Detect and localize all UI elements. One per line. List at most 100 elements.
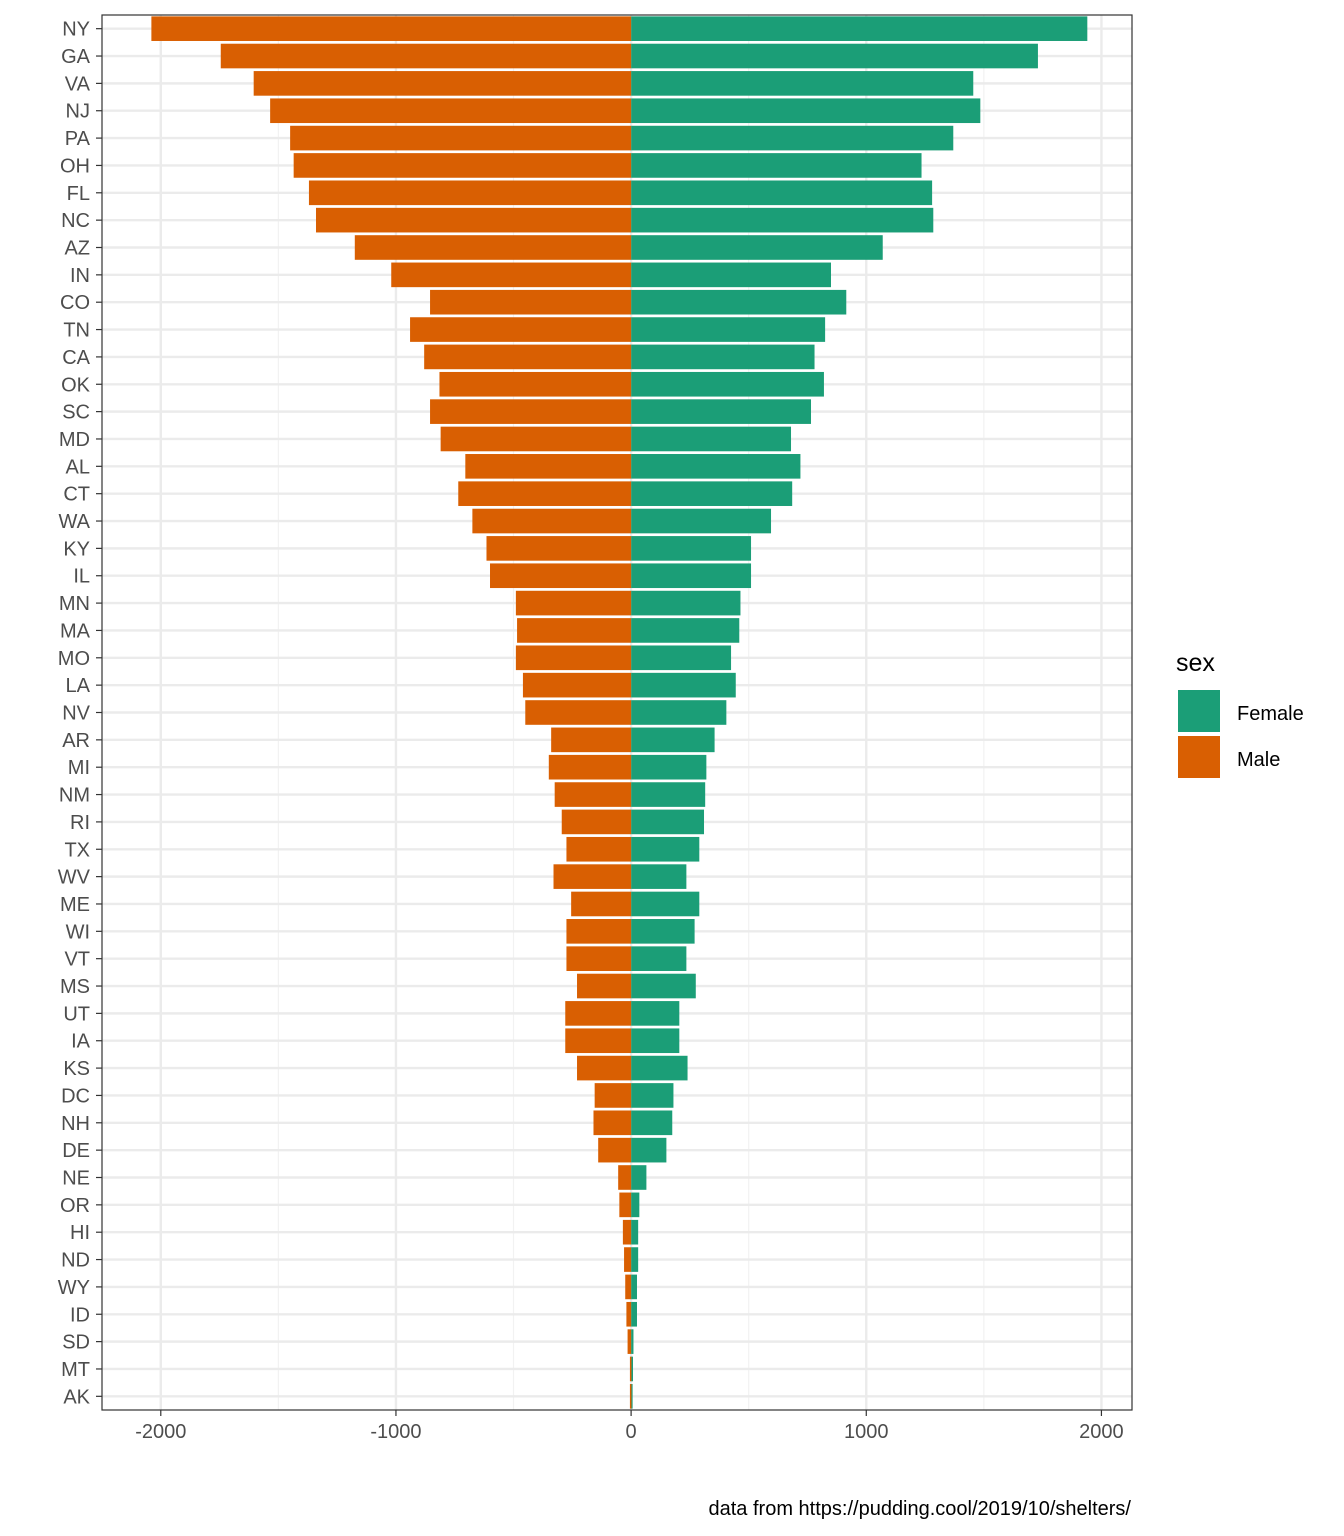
bar-male-ga xyxy=(220,43,632,69)
y-tick-label-nh: NH xyxy=(61,1113,90,1135)
bar-female-ga xyxy=(631,43,1038,69)
bar-female-tx xyxy=(631,836,700,862)
bar-female-in xyxy=(631,262,831,288)
y-tick-label-nv: NV xyxy=(62,703,90,725)
y-tick-label-ar: AR xyxy=(62,730,90,752)
bar-male-az xyxy=(354,235,632,260)
y-tick-label-wv: WV xyxy=(58,867,91,889)
bar-male-ri xyxy=(561,809,632,835)
chart-caption: data from https://pudding.cool/2019/10/s… xyxy=(709,1498,1132,1520)
x-tick-label: -2000 xyxy=(135,1421,186,1443)
bar-female-wa xyxy=(631,508,772,534)
x-tick-label: 1000 xyxy=(844,1421,889,1443)
bar-female-co xyxy=(631,289,847,315)
bar-female-tn xyxy=(631,317,826,342)
y-tick-label-wy: WY xyxy=(58,1277,90,1299)
y-tick-label-mt: MT xyxy=(61,1359,90,1381)
bar-male-wi xyxy=(566,919,632,944)
legend-key-female xyxy=(1178,690,1220,732)
y-tick-label-nc: NC xyxy=(61,210,90,232)
y-tick-label-ga: GA xyxy=(61,46,91,68)
y-tick-label-al: AL xyxy=(66,456,90,478)
bar-female-ma xyxy=(631,618,740,643)
bar-female-nj xyxy=(631,98,981,124)
bar-female-ok xyxy=(631,371,824,397)
y-tick-label-tx: TX xyxy=(64,839,90,861)
y-tick-label-ma: MA xyxy=(60,620,91,642)
bar-female-ut xyxy=(631,1001,680,1026)
y-tick-label-or: OR xyxy=(60,1195,90,1217)
bar-female-ne xyxy=(631,1165,647,1190)
bar-female-ca xyxy=(631,344,815,370)
y-tick-label-wa: WA xyxy=(59,511,91,533)
y-tick-label-ri: RI xyxy=(70,812,90,834)
bar-female-ct xyxy=(631,481,793,506)
bar-female-az xyxy=(631,235,883,260)
legend: sex Female Male xyxy=(1176,649,1304,778)
bar-male-tn xyxy=(410,317,632,342)
bar-female-nc xyxy=(631,207,934,233)
legend-title: sex xyxy=(1176,649,1215,677)
bar-female-ar xyxy=(631,727,715,753)
bar-male-ms xyxy=(577,973,632,999)
y-tick-label-pa: PA xyxy=(65,128,91,150)
y-tick-label-ny: NY xyxy=(62,19,90,41)
y-tick-label-la: LA xyxy=(66,675,91,697)
x-tick-label: 2000 xyxy=(1079,1421,1124,1443)
bar-male-ne xyxy=(618,1165,632,1190)
bar-male-in xyxy=(391,262,632,288)
y-tick-label-az: AZ xyxy=(64,238,90,260)
bar-female-pa xyxy=(631,125,954,151)
y-tick-label-sc: SC xyxy=(62,402,90,424)
y-tick-label-wi: WI xyxy=(66,921,90,943)
bar-female-nv xyxy=(631,700,727,725)
y-tick-label-ut: UT xyxy=(63,1003,90,1025)
bar-female-fl xyxy=(631,180,933,206)
bar-male-wy xyxy=(625,1274,632,1300)
bar-female-nd xyxy=(631,1247,639,1272)
bar-male-nm xyxy=(554,782,632,807)
bar-male-md xyxy=(440,426,632,452)
bar-male-oh xyxy=(293,153,632,178)
bar-female-wv xyxy=(631,864,687,889)
bar-male-sc xyxy=(430,399,632,424)
bar-female-ms xyxy=(631,973,696,999)
bar-female-dc xyxy=(631,1083,674,1108)
y-tick-label-ok: OK xyxy=(61,374,91,396)
bar-female-mi xyxy=(631,754,707,780)
bar-female-nh xyxy=(631,1110,673,1136)
y-tick-label-de: DE xyxy=(62,1140,90,1162)
bar-female-me xyxy=(631,891,700,917)
y-tick-label-il: IL xyxy=(73,566,90,588)
bar-female-mt xyxy=(631,1356,633,1382)
bar-male-dc xyxy=(594,1083,632,1108)
y-tick-label-mi: MI xyxy=(68,757,90,779)
y-tick-label-oh: OH xyxy=(60,155,90,177)
y-tick-label-ct: CT xyxy=(63,484,90,506)
y-tick-label-va: VA xyxy=(65,73,91,95)
bar-male-sd xyxy=(627,1329,632,1354)
bar-male-va xyxy=(253,71,632,96)
y-tick-label-ms: MS xyxy=(60,976,90,998)
bar-male-mn xyxy=(515,590,632,616)
y-tick-label-fl: FL xyxy=(67,183,90,205)
bar-female-md xyxy=(631,426,792,452)
bar-male-ar xyxy=(551,727,632,753)
y-tick-label-ak: AK xyxy=(63,1386,90,1408)
bar-female-wy xyxy=(631,1274,637,1300)
bar-male-mi xyxy=(548,754,632,780)
bar-female-il xyxy=(631,563,752,589)
bar-male-hi xyxy=(622,1219,632,1245)
bar-male-wv xyxy=(553,864,632,889)
bar-male-ny xyxy=(151,16,632,41)
bar-male-pa xyxy=(290,125,632,151)
bar-male-ok xyxy=(439,371,632,397)
y-tick-label-id: ID xyxy=(70,1304,90,1326)
legend-label-female: Female xyxy=(1237,703,1304,725)
bar-male-mt xyxy=(629,1356,632,1382)
bar-male-wa xyxy=(472,508,632,534)
bar-male-ut xyxy=(565,1001,632,1026)
y-tick-label-ks: KS xyxy=(63,1058,90,1080)
bar-male-ia xyxy=(565,1028,632,1054)
y-tick-label-tn: TN xyxy=(63,320,90,342)
